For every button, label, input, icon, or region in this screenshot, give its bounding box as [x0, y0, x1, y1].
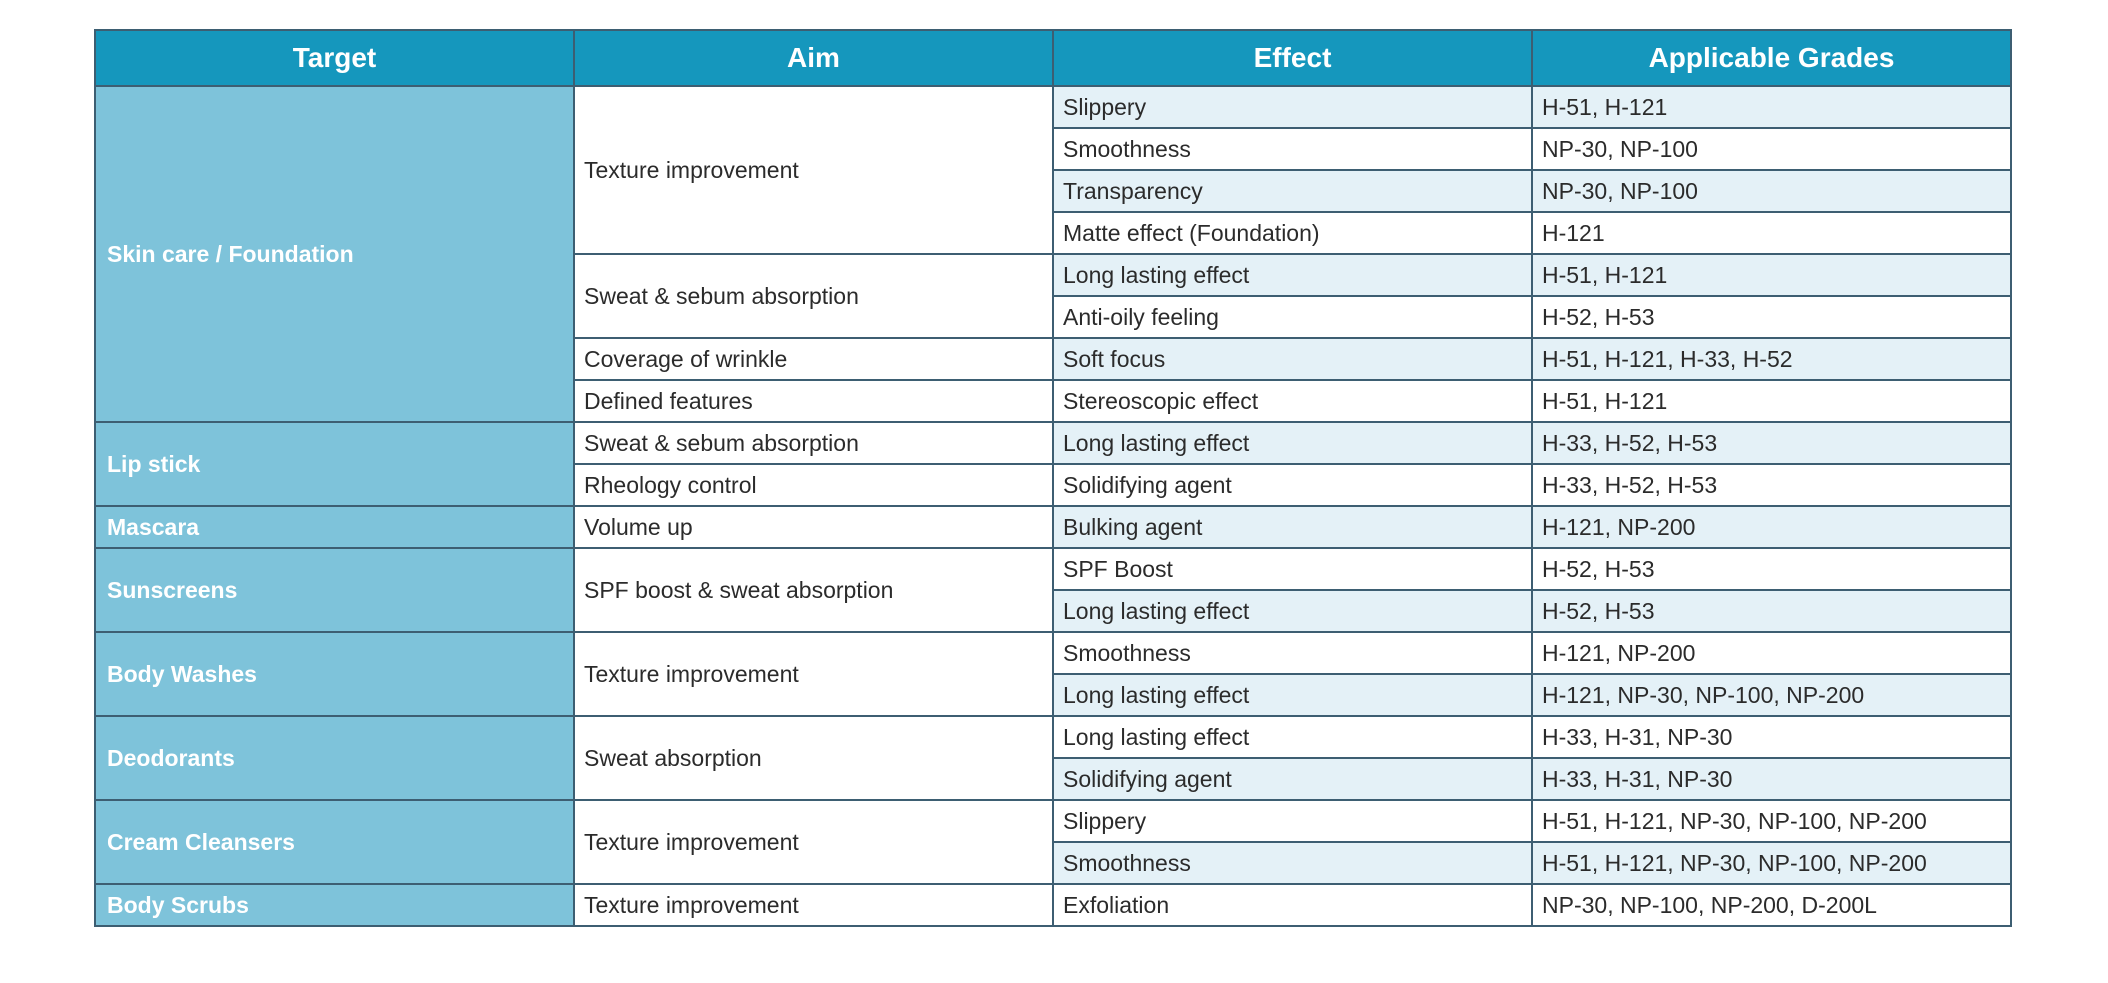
applicable-grades-table: Target Aim Effect Applicable Grades Skin…: [94, 29, 2012, 927]
table-row: Lip stick Sweat & sebum absorption Long …: [94, 421, 2012, 507]
aim-cell: Texture improvement: [573, 883, 1054, 927]
effect-cell: Solidifying agent: [1052, 757, 1533, 801]
header-target: Target: [94, 29, 575, 87]
grades-cell: H-33, H-31, NP-30: [1531, 757, 2012, 801]
table-row: Anti-oily feeling H-52, H-53: [95, 295, 2012, 339]
target-cell: Lip stick: [94, 421, 575, 507]
grades-cell: H-52, H-53: [1531, 589, 2012, 633]
grades-cell: H-121, NP-200: [1531, 631, 2012, 675]
table-row: Mascara Volume up Bulking agent H-121, N…: [94, 505, 2012, 549]
header-effect: Effect: [1052, 29, 1533, 87]
table-row: Matte effect (Foundation) H-121: [95, 211, 2012, 255]
grades-cell: H-51, H-121, H-33, H-52: [1531, 337, 2012, 381]
grades-cell: H-121, NP-200: [1531, 505, 2012, 549]
target-cell: Skin care / Foundation: [94, 85, 575, 423]
header-aim: Aim: [573, 29, 1054, 87]
aim-cell: Sweat & sebum absorption: [573, 421, 1054, 465]
target-cell: Body Washes: [94, 631, 575, 717]
effect-cell: Stereoscopic effect: [1052, 379, 1533, 423]
grades-cell: H-51, H-121: [1531, 379, 2012, 423]
effect-cell: Slippery: [1052, 799, 1533, 843]
table-row: Defined features Stereoscopic effect H-5…: [95, 379, 2012, 423]
table-row: Body Scrubs Texture improvement Exfoliat…: [94, 883, 2012, 927]
effect-cell: Bulking agent: [1052, 505, 1533, 549]
table-row: Long lasting effect H-52, H-53: [95, 589, 2012, 633]
effect-cell: Matte effect (Foundation): [1052, 211, 1533, 255]
aim-cell: Coverage of wrinkle: [573, 337, 1054, 381]
aim-cell: SPF boost & sweat absorption: [573, 547, 1054, 633]
target-cell: Mascara: [94, 505, 575, 549]
aim-cell: Texture improvement: [573, 631, 1054, 717]
aim-cell: Defined features: [573, 379, 1054, 423]
effect-cell: Transparency: [1052, 169, 1533, 213]
grades-cell: NP-30, NP-100: [1531, 169, 2012, 213]
grades-cell: H-52, H-53: [1531, 547, 2012, 591]
table-row: Deodorants Sweat absorption Long lasting…: [94, 715, 2012, 801]
grades-cell: H-33, H-31, NP-30: [1531, 715, 2012, 759]
table-header: Target Aim Effect Applicable Grades: [94, 29, 2012, 87]
aim-cell: Volume up: [573, 505, 1054, 549]
target-cell: Sunscreens: [94, 547, 575, 633]
effect-cell: Smoothness: [1052, 127, 1533, 171]
effect-cell: Long lasting effect: [1052, 589, 1533, 633]
table-body: Skin care / Foundation Texture improveme…: [94, 85, 2012, 927]
target-cell: Deodorants: [94, 715, 575, 801]
grades-cell: NP-30, NP-100: [1531, 127, 2012, 171]
effect-cell: Solidifying agent: [1052, 463, 1533, 507]
grades-cell: H-121, NP-30, NP-100, NP-200: [1531, 673, 2012, 717]
grades-cell: H-33, H-52, H-53: [1531, 421, 2012, 465]
effect-cell: Anti-oily feeling: [1052, 295, 1533, 339]
table-row: Transparency NP-30, NP-100: [95, 169, 2012, 213]
effect-cell: Long lasting effect: [1052, 673, 1533, 717]
effect-cell: Slippery: [1052, 85, 1533, 129]
table-row: Cream Cleansers Texture improvement Slip…: [94, 799, 2012, 885]
grades-cell: H-51, H-121, NP-30, NP-100, NP-200: [1531, 841, 2012, 885]
table-row: Sunscreens SPF boost & sweat absorption …: [94, 547, 2012, 633]
effect-cell: Long lasting effect: [1052, 421, 1533, 465]
aim-cell: Sweat & sebum absorption: [573, 253, 1054, 339]
aim-cell: Texture improvement: [573, 85, 1054, 255]
header-applicable-grades: Applicable Grades: [1531, 29, 2012, 87]
table-row: Rheology control Solidifying agent H-33,…: [95, 463, 2012, 507]
target-cell: Cream Cleansers: [94, 799, 575, 885]
table-row: Skin care / Foundation Texture improveme…: [94, 85, 2012, 423]
grades-cell: NP-30, NP-100, NP-200, D-200L: [1531, 883, 2012, 927]
effect-cell: Long lasting effect: [1052, 715, 1533, 759]
grades-cell: H-121: [1531, 211, 2012, 255]
aim-cell: Sweat absorption: [573, 715, 1054, 801]
aim-cell: Texture improvement: [573, 799, 1054, 885]
table-row: Long lasting effect H-121, NP-30, NP-100…: [95, 673, 2012, 717]
aim-cell: Rheology control: [573, 463, 1054, 507]
grades-cell: H-51, H-121: [1531, 253, 2012, 297]
effect-cell: Smoothness: [1052, 631, 1533, 675]
grades-cell: H-33, H-52, H-53: [1531, 463, 2012, 507]
effect-cell: Exfoliation: [1052, 883, 1533, 927]
table-row: Solidifying agent H-33, H-31, NP-30: [95, 757, 2012, 801]
grades-cell: H-51, H-121, NP-30, NP-100, NP-200: [1531, 799, 2012, 843]
grades-cell: H-52, H-53: [1531, 295, 2012, 339]
header-row: Target Aim Effect Applicable Grades: [94, 29, 2012, 87]
effect-cell: Long lasting effect: [1052, 253, 1533, 297]
table-row: Smoothness NP-30, NP-100: [95, 127, 2012, 171]
target-cell: Body Scrubs: [94, 883, 575, 927]
table-row: Coverage of wrinkle Soft focus H-51, H-1…: [95, 337, 2012, 381]
effect-cell: SPF Boost: [1052, 547, 1533, 591]
grades-cell: H-51, H-121: [1531, 85, 2012, 129]
effect-cell: Smoothness: [1052, 841, 1533, 885]
effect-cell: Soft focus: [1052, 337, 1533, 381]
table-row: Smoothness H-51, H-121, NP-30, NP-100, N…: [95, 841, 2012, 885]
table-row: Sweat & sebum absorption Long lasting ef…: [95, 253, 2012, 339]
table-row: Body Washes Texture improvement Smoothne…: [94, 631, 2012, 717]
